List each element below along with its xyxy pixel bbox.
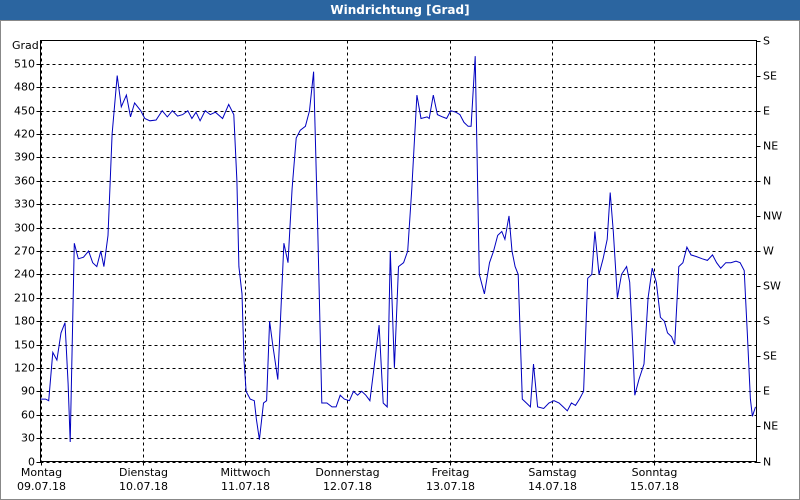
y-tick-label: 240 (14, 268, 35, 281)
y2-tick-label: S (763, 35, 770, 48)
y-tick-label: 420 (14, 128, 35, 141)
y-tick-label: 330 (14, 198, 35, 211)
y-tick-label: 480 (14, 81, 35, 94)
x-tick-label: Dienstag 10.07.18 (118, 466, 169, 493)
y2-tick-label: SE (763, 70, 777, 83)
y-tick-label: 210 (14, 292, 35, 305)
x-tick-label: Freitag 13.07.18 (426, 466, 475, 493)
y-tick-label: 60 (21, 409, 35, 422)
y-tick-label: 270 (14, 245, 35, 258)
y2-tick-label: SW (763, 280, 781, 293)
x-tick-label: Montag 09.07.18 (17, 466, 66, 493)
y-tick-label: 150 (14, 339, 35, 352)
y-axis-label: Grad (12, 39, 39, 52)
y2-tick-label: N (763, 456, 771, 469)
chart-title: Windrichtung [Grad] (0, 0, 800, 20)
y-tick-label: 510 (14, 58, 35, 71)
y2-tick-label: NE (763, 140, 778, 153)
x-tick-label: Samstag 14.07.18 (528, 466, 577, 493)
x-tick-label: Mittwoch 11.07.18 (220, 466, 271, 493)
data-line (40, 56, 756, 443)
x-tick-label: Sonntag 15.07.18 (630, 466, 679, 493)
y2-tick-label: NE (763, 420, 778, 433)
x-tick-label: Donnerstag 12.07.18 (315, 466, 380, 493)
y-tick-label: 390 (14, 151, 35, 164)
y-tick-label: 120 (14, 362, 35, 375)
y2-tick-label: N (763, 175, 771, 188)
y2-tick-label: SE (763, 350, 777, 363)
y2-tick-label: E (763, 385, 770, 398)
y-tick-label: 90 (21, 385, 35, 398)
y2-tick-label: E (763, 105, 770, 118)
y-tick-label: 30 (21, 432, 35, 445)
y-tick-label: 450 (14, 105, 35, 118)
y2-tick-label: W (763, 245, 774, 258)
y-tick-label: 180 (14, 315, 35, 328)
y-tick-label: 0 (28, 456, 35, 469)
y2-tick-label: NW (763, 210, 782, 223)
y2-tick-label: S (763, 315, 770, 328)
y-tick-label: 360 (14, 175, 35, 188)
window-border (0, 20, 800, 500)
y-tick-label: 300 (14, 222, 35, 235)
